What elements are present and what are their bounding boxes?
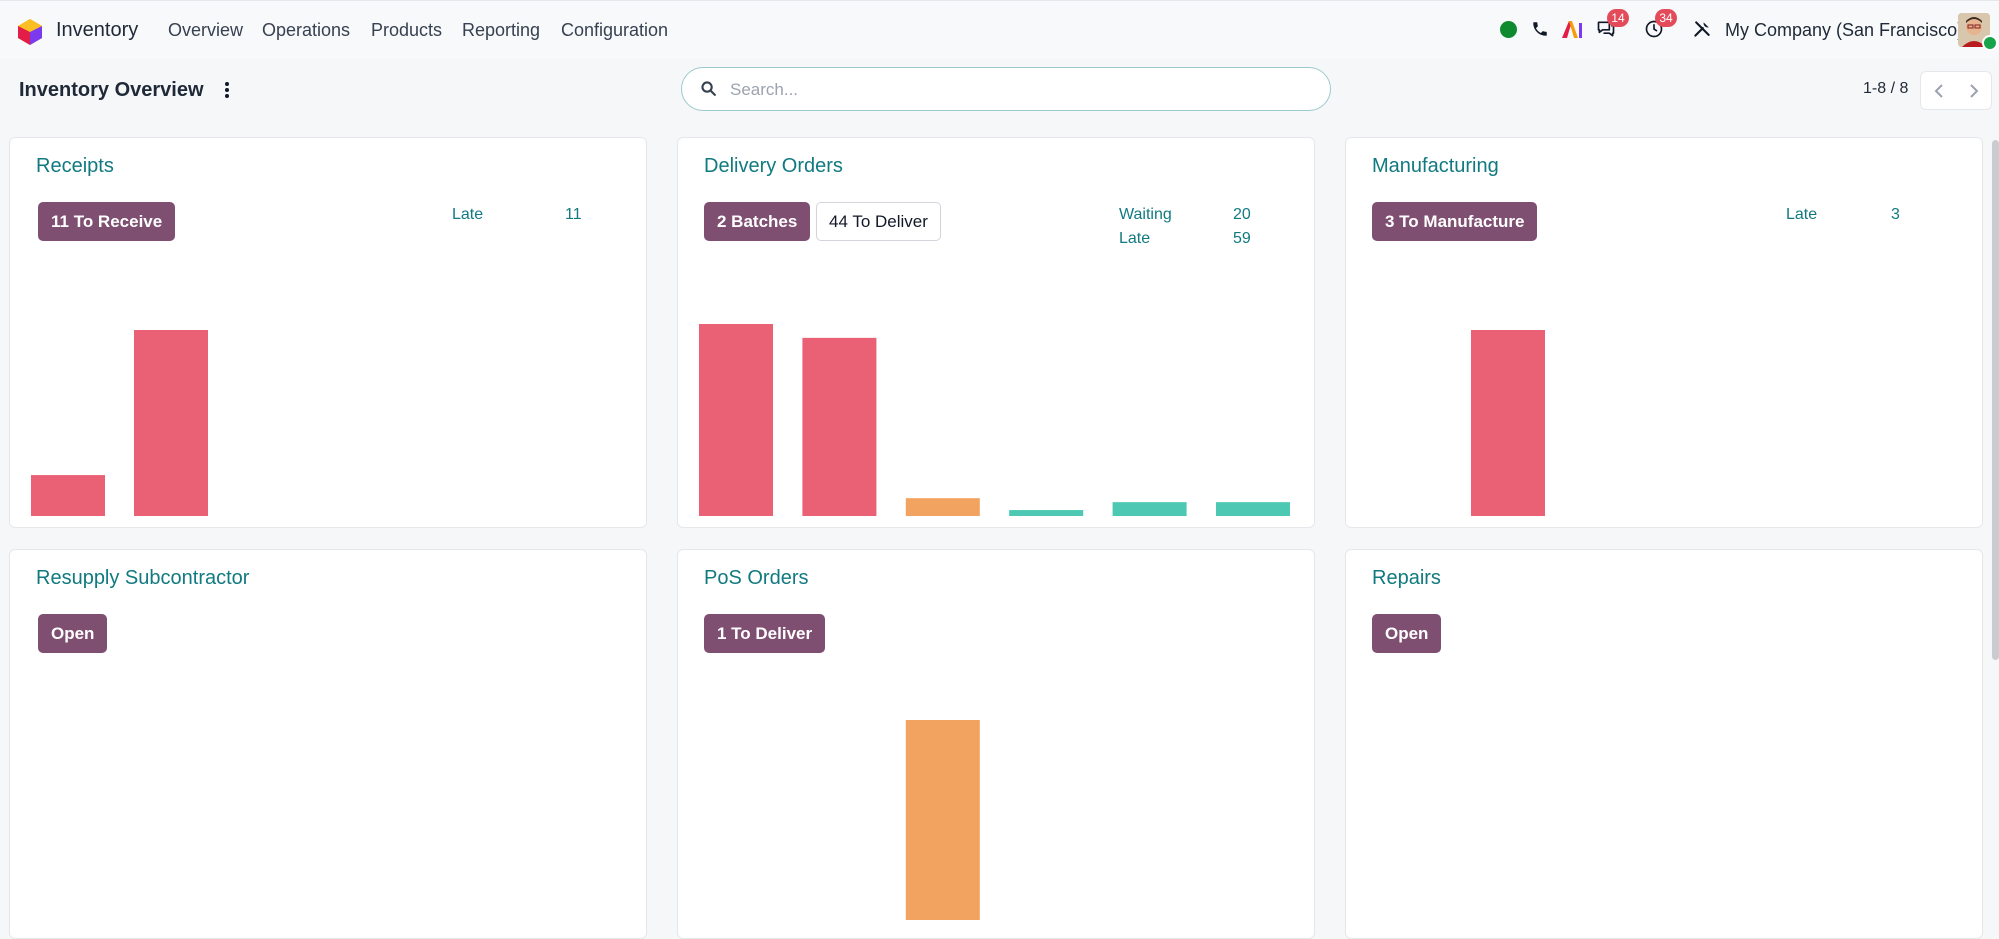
messages-button[interactable]: 14	[1593, 9, 1629, 42]
menu-products[interactable]: Products	[371, 20, 443, 40]
phone-button[interactable]	[1527, 16, 1553, 42]
card-resupply-subcontractor: Resupply Subcontractor Open	[9, 549, 647, 939]
ai-button[interactable]	[1559, 16, 1585, 42]
to-manufacture-button[interactable]: 3 To Manufacture	[1372, 202, 1538, 241]
menu-operations[interactable]: Operations	[262, 20, 351, 40]
pager-buttons	[1920, 71, 1992, 110]
pos-orders-chart	[905, 720, 980, 920]
search-icon	[701, 81, 716, 96]
chart-bar[interactable]	[905, 498, 980, 516]
card-title[interactable]: Resupply Subcontractor	[36, 567, 250, 589]
chart-bar[interactable]	[802, 337, 877, 516]
search-input[interactable]	[728, 77, 1312, 103]
chart-bar[interactable]	[31, 475, 105, 516]
late-label[interactable]: Late	[1786, 206, 1818, 223]
manufacturing-chart	[1471, 330, 1545, 516]
chart-bar[interactable]	[1112, 502, 1187, 516]
card-manufacturing: Manufacturing 3 To Manufacture Late 3	[1345, 137, 1983, 528]
card-receipts: Receipts 11 To Receive Late 11	[9, 137, 647, 528]
clock-icon	[1645, 20, 1663, 38]
messages-badge: 14	[1607, 9, 1629, 27]
company-switcher[interactable]: My Company (San Francisco)	[1725, 20, 1964, 40]
menu-configuration[interactable]: Configuration	[561, 20, 669, 40]
top-navbar: Inventory Overview Operations Products R…	[0, 0, 1999, 59]
open-button[interactable]: Open	[38, 614, 108, 653]
activities-button[interactable]: 34	[1641, 9, 1677, 42]
delivery-orders-chart	[699, 324, 1290, 516]
ai-icon	[1562, 21, 1582, 38]
batches-button[interactable]: 2 Batches	[704, 202, 811, 241]
card-title[interactable]: Repairs	[1372, 567, 1441, 589]
card-delivery-orders: Delivery Orders 2 Batches 44 To Deliver …	[677, 137, 1315, 528]
chevron-right-icon	[1969, 83, 1978, 98]
app-name[interactable]: Inventory	[56, 19, 139, 41]
card-title[interactable]: Receipts	[36, 155, 114, 177]
late-count[interactable]: 3	[1891, 206, 1900, 223]
search-bar[interactable]	[681, 67, 1331, 111]
to-receive-button[interactable]: 11 To Receive	[38, 202, 176, 241]
chart-bar[interactable]	[1216, 502, 1290, 516]
chart-bar[interactable]	[699, 324, 773, 516]
late-label[interactable]: Late	[452, 206, 484, 223]
receipts-chart	[31, 330, 208, 516]
card-title[interactable]: Manufacturing	[1372, 155, 1499, 177]
late-count[interactable]: 11	[565, 206, 582, 223]
inventory-app-icon[interactable]	[17, 18, 43, 46]
chart-bar[interactable]	[1471, 330, 1545, 516]
late-label[interactable]: Late	[1119, 230, 1151, 247]
to-deliver-button[interactable]: 44 To Deliver	[816, 202, 941, 241]
user-online-indicator	[1982, 35, 1998, 51]
presence-status[interactable]	[1495, 16, 1521, 42]
chart-bar[interactable]	[1009, 510, 1084, 516]
waiting-label[interactable]: Waiting	[1119, 206, 1172, 223]
more-actions-icon[interactable]	[220, 79, 234, 101]
pager-value[interactable]: 1-8 / 8	[1863, 80, 1909, 97]
card-repairs: Repairs Open	[1345, 549, 1983, 939]
status-online-icon	[1499, 20, 1517, 38]
chart-bar[interactable]	[134, 330, 208, 516]
card-pos-orders: PoS Orders 1 To Deliver	[677, 549, 1315, 939]
debug-tools-button[interactable]	[1689, 16, 1715, 42]
tools-icon	[1694, 21, 1710, 37]
card-title[interactable]: PoS Orders	[704, 567, 809, 589]
menu-overview[interactable]: Overview	[168, 20, 244, 40]
waiting-count[interactable]: 20	[1233, 206, 1251, 223]
card-title[interactable]: Delivery Orders	[704, 155, 843, 177]
pager-next-button[interactable]	[1956, 72, 1991, 109]
chart-bar[interactable]	[905, 720, 980, 920]
pos-to-deliver-button[interactable]: 1 To Deliver	[704, 614, 826, 653]
page-scrollbar[interactable]	[1992, 140, 1999, 660]
pager-previous-button[interactable]	[1921, 72, 1956, 109]
open-button[interactable]: Open	[1372, 614, 1442, 653]
activities-badge: 34	[1655, 9, 1677, 27]
phone-icon	[1533, 22, 1547, 36]
page-title: Inventory Overview	[19, 79, 204, 101]
menu-reporting[interactable]: Reporting	[462, 20, 541, 40]
late-count[interactable]: 59	[1233, 230, 1251, 247]
chevron-left-icon	[1934, 83, 1943, 98]
